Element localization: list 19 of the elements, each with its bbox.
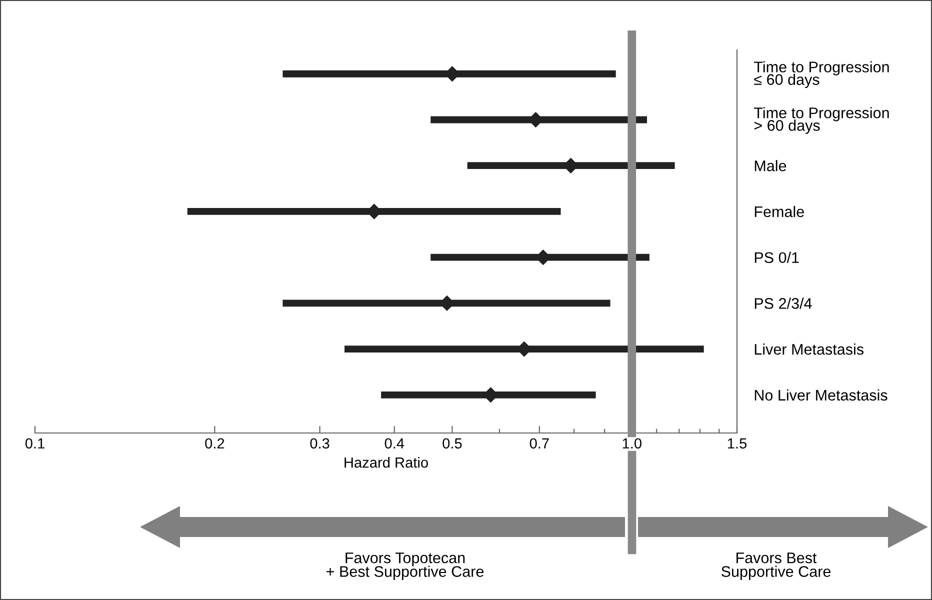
y-tick-label: No Liver Metastasis xyxy=(754,389,888,401)
x-tick-label: 0.7 xyxy=(530,438,549,449)
y-tick-label: PS 2/3/4 xyxy=(754,298,812,309)
y-tick-label: Time to Progression ≤ 60 days xyxy=(754,61,889,88)
x-tick-label: 1.5 xyxy=(728,438,747,449)
x-tick-label: 0.5 xyxy=(442,438,462,449)
text: Favors Topotecan + Best Supportive Care xyxy=(326,552,484,580)
y-tick-label: Female xyxy=(754,206,804,218)
x-tick-label: 0.1 xyxy=(25,438,44,449)
y-tick-label: Male xyxy=(754,160,786,172)
x-tick-label: 0.3 xyxy=(310,438,330,449)
y-tick-label: Time to Progression > 60 days xyxy=(754,107,889,134)
x-tick-label: 0.2 xyxy=(205,438,224,449)
x-tick-label: 0.4 xyxy=(384,438,404,449)
x-tick-label: 1.0 xyxy=(622,438,642,449)
y-tick-label: PS 0/1 xyxy=(754,252,799,264)
y-tick-label: Liver Metastasis xyxy=(754,344,864,355)
text: Favors Best Supportive Care xyxy=(722,552,831,580)
x-axis-title: Hazard Ratio xyxy=(344,457,428,468)
